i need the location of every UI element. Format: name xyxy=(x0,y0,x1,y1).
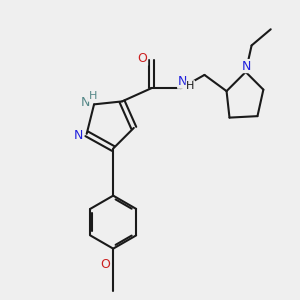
Text: H: H xyxy=(88,91,97,101)
Text: O: O xyxy=(138,52,148,65)
Text: H: H xyxy=(186,81,194,91)
Text: N: N xyxy=(178,75,187,88)
Text: N: N xyxy=(74,129,83,142)
Text: N: N xyxy=(80,96,90,110)
Text: O: O xyxy=(100,258,110,271)
Text: N: N xyxy=(242,60,251,73)
